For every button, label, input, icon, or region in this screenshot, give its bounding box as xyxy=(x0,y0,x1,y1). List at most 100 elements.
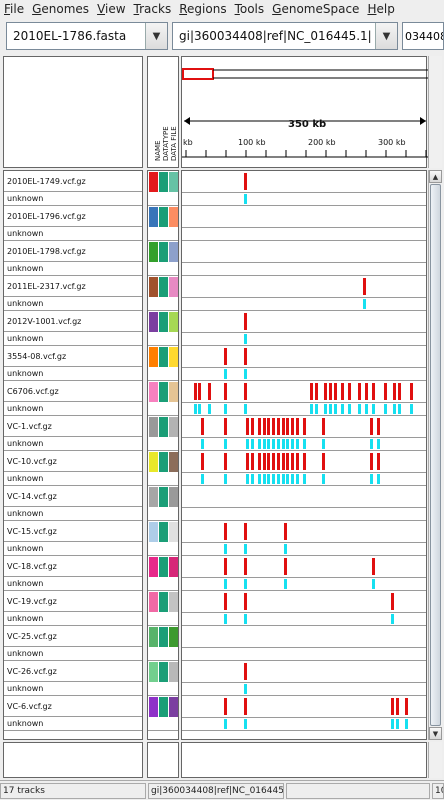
variant-site[interactable] xyxy=(391,698,394,715)
variant-genotype[interactable] xyxy=(277,439,280,449)
variant-site[interactable] xyxy=(258,453,261,470)
variant-genotype[interactable] xyxy=(391,614,394,624)
attribute-cell[interactable] xyxy=(169,662,178,682)
header-scrollbar[interactable] xyxy=(428,56,442,168)
variant-site[interactable] xyxy=(341,383,344,400)
variant-genotype[interactable] xyxy=(244,334,247,344)
variant-genotype[interactable] xyxy=(303,474,306,484)
attribute-cell[interactable] xyxy=(149,207,158,227)
variant-genotype[interactable] xyxy=(244,684,247,694)
variant-genotype[interactable] xyxy=(224,544,227,554)
variant-site[interactable] xyxy=(244,663,247,680)
variant-genotype[interactable] xyxy=(284,544,287,554)
variant-genotype[interactable] xyxy=(282,439,285,449)
variant-genotype[interactable] xyxy=(272,439,275,449)
attribute-cell[interactable] xyxy=(159,347,168,367)
variant-genotype[interactable] xyxy=(410,404,413,414)
variant-genotype[interactable] xyxy=(246,474,249,484)
attribute-cell[interactable] xyxy=(159,627,168,647)
variant-genotype[interactable] xyxy=(377,474,380,484)
variant-site[interactable] xyxy=(405,698,408,715)
variant-genotype[interactable] xyxy=(296,439,299,449)
variant-genotype[interactable] xyxy=(334,404,337,414)
attribute-cell[interactable] xyxy=(149,592,158,612)
variant-genotype[interactable] xyxy=(277,474,280,484)
variant-genotype[interactable] xyxy=(303,439,306,449)
variant-genotype[interactable] xyxy=(224,474,227,484)
variant-genotype[interactable] xyxy=(246,439,249,449)
variant-site[interactable] xyxy=(372,558,375,575)
track-name[interactable]: VC-18.vcf.gz xyxy=(4,556,142,577)
variant-site[interactable] xyxy=(370,418,373,435)
attribute-cell[interactable] xyxy=(159,592,168,612)
attribute-cell[interactable] xyxy=(169,592,178,612)
track-subname[interactable]: unknown xyxy=(4,437,142,451)
variant-site[interactable] xyxy=(291,418,294,435)
variant-site[interactable] xyxy=(244,383,247,400)
attribute-cell[interactable] xyxy=(149,522,158,542)
attribute-cell[interactable] xyxy=(169,697,178,717)
variant-site[interactable] xyxy=(244,313,247,330)
variant-genotype[interactable] xyxy=(224,369,227,379)
attribute-cell[interactable] xyxy=(169,277,178,297)
track-subname[interactable]: unknown xyxy=(4,542,142,556)
variant-genotype[interactable] xyxy=(267,439,270,449)
track-subname[interactable]: unknown xyxy=(4,262,142,276)
variant-genotype[interactable] xyxy=(284,579,287,589)
variant-site[interactable] xyxy=(396,698,399,715)
variant-site[interactable] xyxy=(267,418,270,435)
variant-genotype[interactable] xyxy=(398,404,401,414)
variant-genotype[interactable] xyxy=(291,474,294,484)
variant-genotype[interactable] xyxy=(341,404,344,414)
variant-genotype[interactable] xyxy=(286,474,289,484)
variant-site[interactable] xyxy=(329,383,332,400)
variant-site[interactable] xyxy=(372,383,375,400)
variant-site[interactable] xyxy=(224,348,227,365)
variant-site[interactable] xyxy=(263,418,266,435)
variant-genotype[interactable] xyxy=(263,439,266,449)
variant-genotype[interactable] xyxy=(396,719,399,729)
variant-site[interactable] xyxy=(296,453,299,470)
variant-site[interactable] xyxy=(363,278,366,295)
variant-site[interactable] xyxy=(303,418,306,435)
variant-site[interactable] xyxy=(244,348,247,365)
variant-site[interactable] xyxy=(258,418,261,435)
variant-genotype[interactable] xyxy=(224,439,227,449)
variant-site[interactable] xyxy=(398,383,401,400)
variant-site[interactable] xyxy=(244,593,247,610)
attribute-cell[interactable] xyxy=(159,312,168,332)
variant-genotype[interactable] xyxy=(244,369,247,379)
variant-site[interactable] xyxy=(272,418,275,435)
variant-site[interactable] xyxy=(334,383,337,400)
variant-genotype[interactable] xyxy=(244,614,247,624)
track-subname[interactable]: unknown xyxy=(4,717,142,731)
menu-view[interactable]: View xyxy=(97,2,126,16)
chromosome-dropdown[interactable]: gi|360034408|ref|NC_016445.1| ▼ xyxy=(172,22,398,50)
variant-genotype[interactable] xyxy=(291,439,294,449)
variant-genotype[interactable] xyxy=(286,439,289,449)
scroll-up-icon[interactable]: ▲ xyxy=(429,170,442,183)
variant-site[interactable] xyxy=(251,418,254,435)
attribute-cell[interactable] xyxy=(169,172,178,192)
menu-help[interactable]: Help xyxy=(367,2,395,16)
variant-genotype[interactable] xyxy=(224,719,227,729)
attribute-cell[interactable] xyxy=(149,347,158,367)
track-subname[interactable]: unknown xyxy=(4,402,142,416)
variant-genotype[interactable] xyxy=(324,404,327,414)
variant-site[interactable] xyxy=(224,453,227,470)
track-subname[interactable]: unknown xyxy=(4,647,142,661)
variant-site[interactable] xyxy=(224,418,227,435)
variant-site[interactable] xyxy=(224,558,227,575)
variant-genotype[interactable] xyxy=(365,404,368,414)
variant-site[interactable] xyxy=(282,453,285,470)
attribute-cell[interactable] xyxy=(169,382,178,402)
variant-site[interactable] xyxy=(310,383,313,400)
variant-site[interactable] xyxy=(244,173,247,190)
attribute-cell[interactable] xyxy=(169,557,178,577)
variant-genotype[interactable] xyxy=(322,439,325,449)
locus-input[interactable]: 034408 xyxy=(402,22,444,50)
variant-genotype[interactable] xyxy=(372,579,375,589)
variant-genotype[interactable] xyxy=(393,404,396,414)
variant-site[interactable] xyxy=(315,383,318,400)
variant-site[interactable] xyxy=(244,698,247,715)
